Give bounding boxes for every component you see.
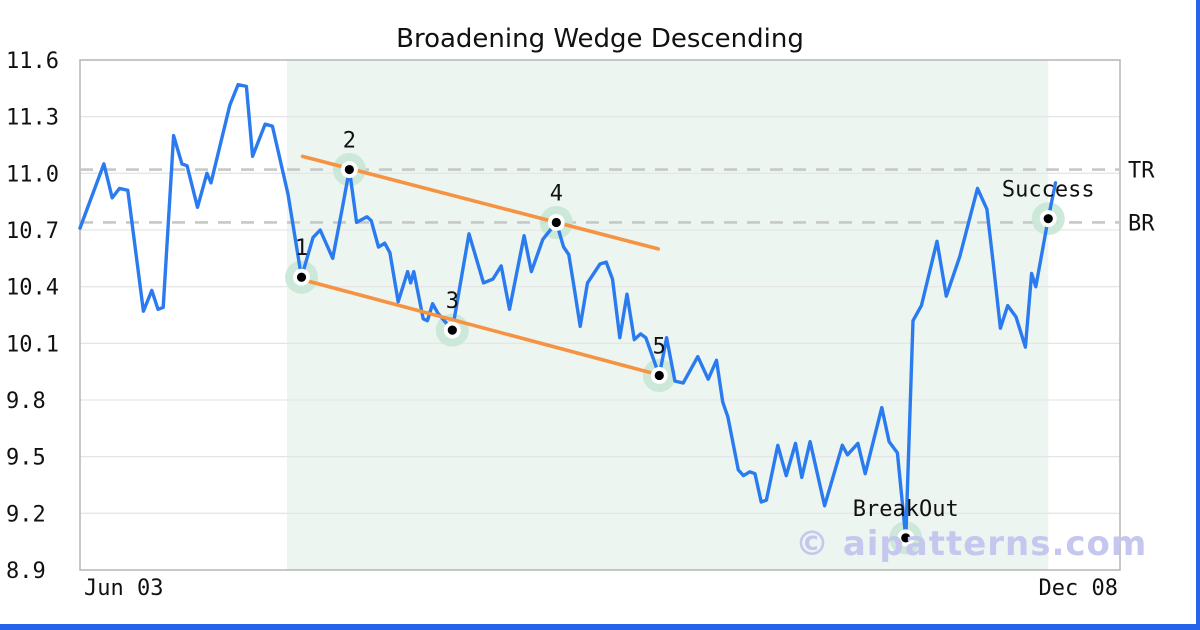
marker-label-3: 3	[446, 289, 459, 314]
y-tick-label: 10.1	[6, 332, 59, 357]
marker-dot	[447, 325, 457, 335]
plot-border	[79, 59, 1121, 571]
marker-label-1: 1	[295, 236, 308, 261]
x-tick-start: Jun 03	[84, 576, 163, 601]
y-tick-label: 10.7	[6, 219, 59, 244]
right-edge-bar	[1196, 0, 1200, 630]
y-tick-label: 9.5	[6, 446, 46, 471]
y-tick-label: 10.4	[6, 276, 59, 301]
marker-label-4: 4	[550, 181, 563, 206]
marker-dot	[551, 217, 561, 228]
marker-label-5: 5	[653, 334, 666, 359]
price-line	[78, 82, 1058, 540]
trendline-lower	[298, 277, 656, 376]
watermark: © aipatterns.com	[795, 524, 1148, 564]
y-tick-label: 11.6	[6, 49, 59, 74]
trendline-upper	[300, 154, 661, 251]
marker-dot	[296, 272, 307, 282]
marker-dot	[654, 370, 664, 381]
y-tick-label: 11.3	[6, 106, 59, 131]
pattern-zone	[286, 60, 1049, 570]
marker-label-2: 2	[343, 129, 356, 154]
marker-dot	[344, 164, 354, 175]
y-tick-label: 9.2	[6, 502, 46, 527]
marker-dot	[901, 533, 911, 543]
level-label-br: BR	[1128, 211, 1155, 236]
marker-label-breakout: BreakOut	[853, 497, 959, 522]
y-tick-label: 8.9	[6, 559, 46, 584]
level-label-tr: TR	[1128, 159, 1155, 184]
bottom-edge-bar	[0, 624, 1200, 630]
marker-dot	[1043, 214, 1053, 224]
y-tick-label: 9.8	[6, 389, 46, 414]
chart-title: Broadening Wedge Descending	[396, 24, 804, 54]
x-tick-end: Dec 08	[1039, 576, 1118, 601]
y-tick-label: 11.0	[6, 162, 59, 187]
marker-label-success: Success	[1002, 178, 1095, 203]
